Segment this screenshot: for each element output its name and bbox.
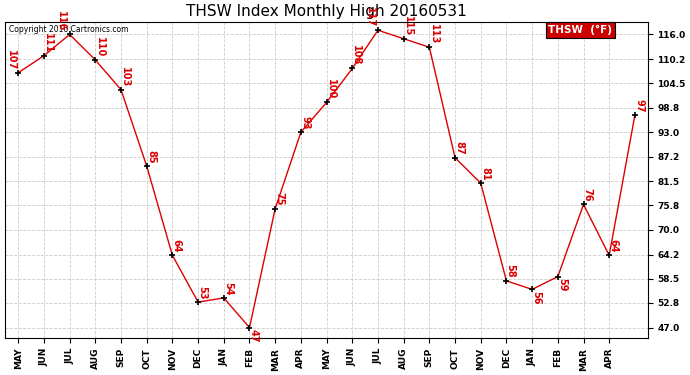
Point [115, 87, 126, 93]
Point [578, 201, 589, 207]
Text: 115: 115 [403, 16, 413, 36]
Point [604, 252, 615, 258]
Point [449, 154, 460, 160]
Point [501, 278, 512, 284]
Text: 107: 107 [6, 50, 17, 70]
Text: 113: 113 [428, 24, 439, 44]
Text: 87: 87 [454, 141, 464, 155]
Text: 75: 75 [275, 192, 284, 206]
Point [424, 44, 435, 50]
Text: 111: 111 [43, 33, 53, 53]
Text: 58: 58 [506, 264, 515, 278]
Point [141, 163, 152, 169]
Text: 56: 56 [531, 291, 541, 304]
Text: 108: 108 [351, 45, 362, 66]
Text: 116: 116 [57, 12, 66, 32]
Text: 100: 100 [326, 80, 336, 100]
Text: 110: 110 [95, 37, 104, 57]
Text: 85: 85 [146, 150, 156, 164]
Text: 47: 47 [248, 329, 259, 343]
Point [475, 180, 486, 186]
Text: 54: 54 [223, 282, 233, 295]
Text: 81: 81 [480, 167, 490, 180]
Text: 93: 93 [300, 116, 310, 129]
Point [270, 206, 281, 212]
Text: 64: 64 [172, 239, 181, 253]
Point [347, 66, 358, 72]
Point [12, 70, 23, 76]
Text: 76: 76 [582, 188, 593, 202]
Text: 103: 103 [120, 67, 130, 87]
Point [167, 252, 178, 258]
Text: 97: 97 [634, 99, 644, 112]
Point [39, 53, 50, 59]
Point [295, 129, 306, 135]
Point [552, 274, 563, 280]
Text: Copyright 2016 Cartronics.com: Copyright 2016 Cartronics.com [9, 25, 128, 34]
Text: 117: 117 [364, 7, 375, 27]
Text: 59: 59 [557, 278, 567, 292]
Title: THSW Index Monthly High 20160531: THSW Index Monthly High 20160531 [186, 4, 467, 19]
Point [526, 286, 538, 292]
Point [218, 295, 229, 301]
Point [398, 36, 409, 42]
Text: THSW  (°F): THSW (°F) [548, 25, 612, 35]
Point [64, 32, 75, 38]
Point [244, 325, 255, 331]
Point [193, 299, 204, 305]
Point [90, 57, 101, 63]
Point [629, 112, 640, 118]
Text: 64: 64 [609, 239, 618, 253]
Point [373, 27, 384, 33]
Point [321, 99, 332, 105]
Text: 53: 53 [197, 286, 207, 299]
